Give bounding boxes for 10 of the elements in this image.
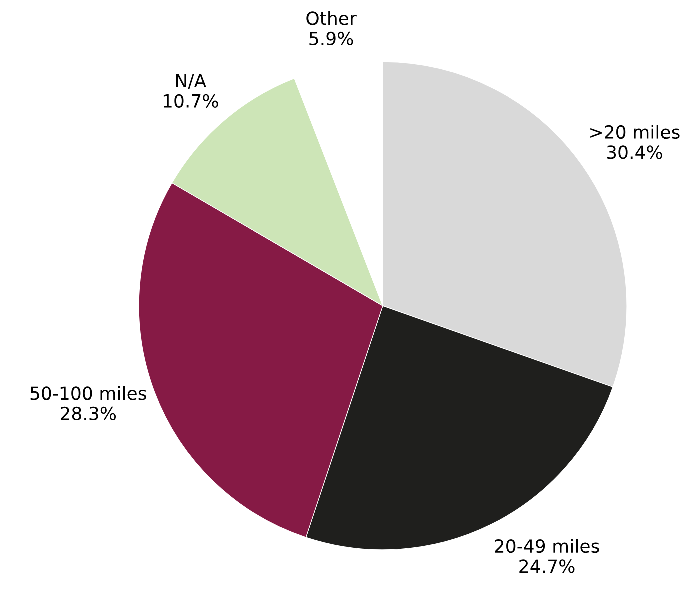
data-label: 28.3% <box>61 406 116 421</box>
data-label: 30.4% <box>607 146 662 160</box>
slice-label: 20-49 miles <box>495 539 600 554</box>
slice-label: Other <box>306 11 357 26</box>
slice-label: N/A <box>176 74 206 90</box>
data-label: 10.7% <box>164 94 218 108</box>
slice-label: >20 miles <box>590 125 680 140</box>
data-label: 24.7% <box>520 560 575 574</box>
data-label: 5.9% <box>310 32 354 46</box>
slice-label: 50-100 miles <box>30 386 146 400</box>
